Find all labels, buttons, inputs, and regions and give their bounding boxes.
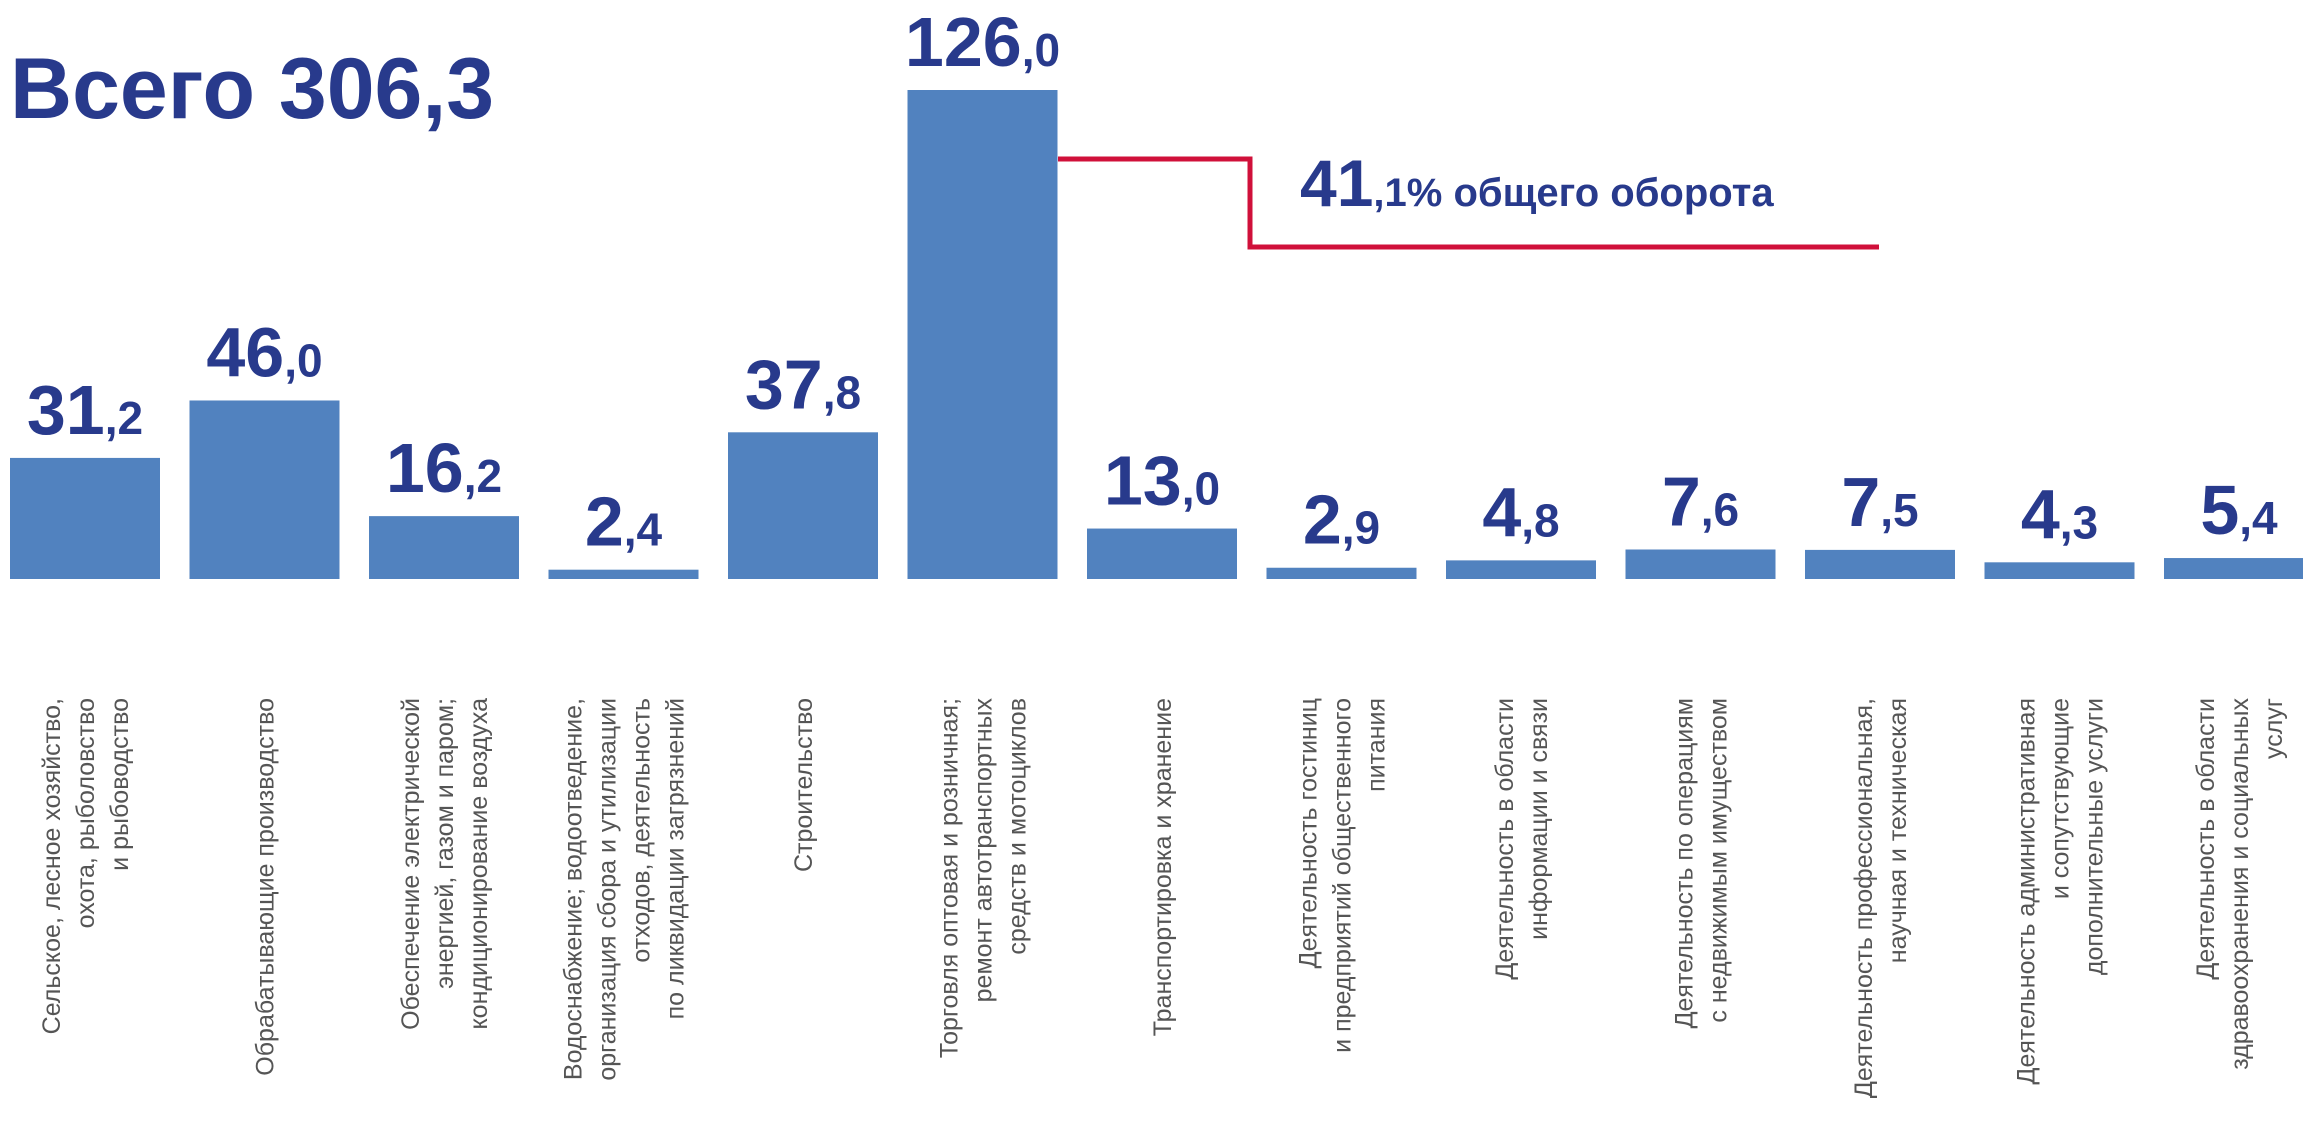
value-label: 7,6 (1662, 463, 1739, 541)
category-label: Строительство (790, 698, 818, 872)
bar (1805, 549, 1955, 579)
value-label: 31,2 (27, 371, 143, 449)
value-label: 4,3 (2021, 475, 2098, 553)
bar (189, 400, 340, 579)
bar (10, 457, 160, 579)
bar (369, 516, 519, 579)
category-label: Обрабатывающие производство (252, 698, 280, 1076)
category-label: Транспортировка и хранение (1149, 698, 1177, 1036)
category-label: Деятельность профессиональная, научная и … (1850, 698, 1912, 1098)
category-label: Деятельность в области здравоохранения и … (2192, 698, 2288, 1070)
value-label: 16,2 (386, 429, 502, 507)
category-label: Деятельность административная и сопутству… (2013, 698, 2109, 1084)
category-label: Обеспечение электрической энергией, газом… (397, 698, 493, 1030)
annotation: 41,1% общего оборота (1300, 146, 1774, 220)
category-label: Торговля оптовая и розничная; ремонт авто… (936, 698, 1032, 1059)
bar (1984, 562, 2135, 579)
bar (1446, 560, 1596, 579)
bar (1087, 528, 1237, 579)
bar (2164, 558, 2303, 579)
category-label: Деятельность гостиниц и предприятий общес… (1295, 698, 1391, 1053)
bar (1266, 567, 1417, 579)
value-label: 7,5 (1841, 463, 1918, 541)
bar (907, 90, 1058, 579)
value-label: 4,8 (1482, 473, 1559, 551)
category-label: Сельское, лесное хозяйство, охота, рыболо… (38, 698, 134, 1034)
value-label: 37,8 (745, 345, 861, 423)
bar (1625, 549, 1776, 579)
chart-title: Всего 306,3 (10, 41, 494, 137)
value-label: 5,4 (2200, 471, 2278, 549)
category-label: Деятельность по операциям с недвижимым им… (1671, 698, 1733, 1028)
value-label: 126,0 (905, 3, 1060, 81)
bar (728, 432, 878, 579)
annotation-line (1058, 156, 1879, 250)
value-label: 2,9 (1303, 481, 1380, 559)
category-label: Водоснабжение; водоотведение, организация… (560, 698, 690, 1081)
value-label: 13,0 (1104, 442, 1220, 520)
category-label: Деятельность в области информации и связи (1491, 698, 1553, 980)
bar (548, 569, 699, 579)
value-label: 46,0 (206, 313, 322, 391)
value-label: 2,4 (585, 483, 663, 561)
